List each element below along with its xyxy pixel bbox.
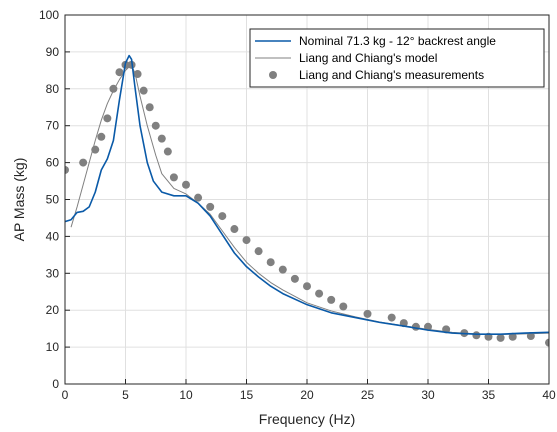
- y-tick-label: 80: [46, 82, 60, 96]
- measurement-point: [115, 68, 124, 77]
- measurement-point: [242, 236, 251, 245]
- x-axis-label: Frequency (Hz): [259, 411, 355, 427]
- measurement-point: [182, 180, 190, 189]
- y-tick-label: 60: [46, 156, 60, 170]
- x-tick-label: 5: [122, 388, 129, 402]
- x-tick-label: 20: [300, 388, 314, 402]
- plot-area: [65, 54, 549, 347]
- measurement-point: [315, 289, 324, 298]
- legend-label: Liang and Chiang's model: [299, 51, 437, 65]
- x-tick-label: 25: [361, 388, 375, 402]
- measurement-point: [508, 332, 517, 341]
- measurement-point: [163, 147, 172, 156]
- y-tick-label: 0: [52, 377, 59, 391]
- measurement-point: [151, 121, 160, 130]
- measurement-point: [496, 333, 505, 342]
- legend-label: Nominal 71.3 kg - 12° backrest angle: [299, 34, 496, 48]
- y-tick-label: 90: [46, 45, 60, 59]
- measurement-point: [79, 158, 88, 167]
- measurement-point: [363, 309, 372, 318]
- measurement-point: [290, 274, 299, 283]
- measurement-point: [157, 134, 166, 143]
- ticks: 0 5 10 15 20 25 30 35 40 0 10 20 30 40 50 60 70 80 90 100: [39, 8, 556, 402]
- measurement-point: [545, 338, 549, 347]
- y-axis-label: AP Mass (kg): [11, 158, 27, 242]
- y-tick-label: 30: [46, 266, 60, 280]
- legend-items: Nominal 71.3 kg - 12° backrest angle Lian…: [255, 34, 496, 82]
- measurement-point: [387, 313, 396, 322]
- measurement-point: [65, 165, 69, 174]
- legend-marker: [269, 71, 277, 79]
- y-tick-label: 50: [46, 193, 60, 207]
- measurement-point: [472, 331, 481, 340]
- legend: Nominal 71.3 kg - 12° backrest angle Lian…: [249, 28, 545, 88]
- x-tick-label: 30: [421, 388, 435, 402]
- measurement-point: [145, 103, 154, 112]
- measurement-point: [266, 258, 275, 267]
- measurement-point: [327, 295, 336, 304]
- measurement-point: [103, 114, 112, 123]
- measurement-point: [218, 212, 227, 221]
- y-tick-label: 40: [46, 229, 60, 243]
- x-tick-label: 0: [62, 388, 69, 402]
- legend-box: [249, 28, 545, 88]
- nominal-series-line: [65, 54, 549, 335]
- series-layer: [65, 54, 549, 347]
- y-tick-label: 70: [46, 119, 60, 133]
- measurement-point: [278, 265, 287, 274]
- y-tick-label: 20: [46, 303, 60, 317]
- measurement-point: [303, 282, 311, 291]
- y-tick-label: 10: [46, 340, 60, 354]
- measurement-point: [254, 247, 263, 256]
- x-tick-label: 35: [482, 388, 496, 402]
- x-tick-label: 10: [179, 388, 193, 402]
- y-tick-label: 100: [39, 8, 59, 22]
- x-tick-label: 40: [542, 388, 556, 402]
- x-tick-label: 15: [240, 388, 254, 402]
- measurement-point: [169, 173, 178, 182]
- measurement-point: [97, 132, 106, 141]
- measurement-point: [139, 86, 148, 95]
- legend-label: Liang and Chiang's measurements: [299, 68, 484, 82]
- measurement-point: [230, 225, 239, 234]
- measurement-point: [194, 193, 203, 202]
- measurement-point: [339, 302, 348, 311]
- measurement-point: [206, 202, 215, 211]
